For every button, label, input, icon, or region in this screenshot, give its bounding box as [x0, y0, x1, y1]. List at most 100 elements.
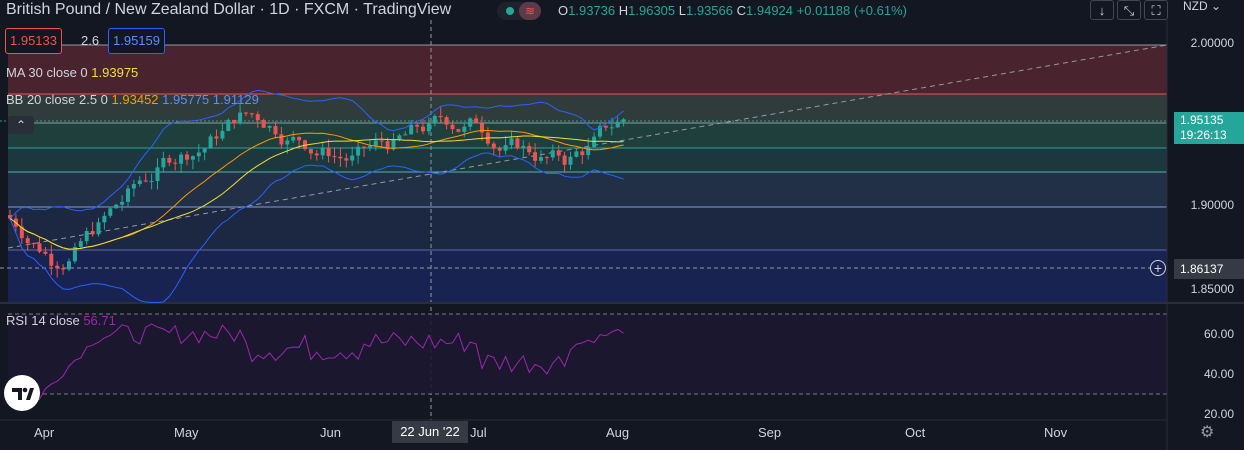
fullscreen-icon[interactable]: ⛶ [1144, 0, 1168, 20]
candle-body [391, 139, 396, 150]
chevron-up-icon[interactable]: ⌃ [8, 116, 34, 134]
candle-body [521, 145, 526, 149]
candle-body [238, 112, 243, 124]
symbol-title[interactable]: British Pound / New Zealand Dollar · 1D … [6, 1, 452, 18]
rsi-band [8, 314, 1167, 394]
tradingview-logo[interactable] [4, 375, 40, 411]
candle-body [120, 201, 125, 205]
bar-countdown: 19:26:13 [1180, 128, 1227, 142]
candle-body [273, 126, 278, 135]
candle-body [131, 184, 136, 189]
bb-lower-value: 1.91129 [212, 92, 259, 107]
candle-body [326, 148, 331, 157]
candle-body [137, 180, 142, 185]
candle-body [232, 119, 237, 124]
currency-selector[interactable]: NZD ⌄ [1183, 0, 1221, 13]
candle-body [480, 123, 484, 133]
candle-body [49, 253, 54, 266]
ma-legend[interactable]: MA 30 close 0 1.93975 [6, 65, 138, 80]
gear-icon[interactable]: ⚙ [1200, 424, 1215, 441]
market-status-toggle[interactable]: ≋ [497, 2, 541, 20]
rsi-value: 56.71 [83, 313, 116, 328]
candle-body [114, 204, 119, 209]
candle-body [403, 134, 408, 136]
candle-body [462, 126, 467, 132]
add-level-icon[interactable]: + [1150, 260, 1166, 276]
sell-button[interactable]: 1.95133 [5, 28, 62, 54]
candle-body [426, 122, 431, 132]
arrow-down-icon[interactable]: ↓ [1090, 0, 1114, 20]
candle-body [220, 130, 225, 139]
candle-body [338, 156, 343, 159]
candle-body [367, 145, 372, 148]
candle-body [373, 140, 378, 146]
auto-scale-icon[interactable]: ⤡ [1117, 0, 1141, 20]
candle-body [161, 157, 166, 168]
candle-body [314, 153, 319, 156]
rsi-legend[interactable]: RSI 14 close 56.71 [6, 313, 116, 328]
candle-body [421, 126, 425, 132]
time-axis-label: Aug [606, 425, 630, 440]
current-price-value: 1.95135 [1180, 113, 1224, 127]
candle-body [456, 129, 461, 132]
zone-red [8, 45, 1167, 94]
candle-body [149, 180, 154, 182]
bb-legend[interactable]: BB 20 close 2.5 0 1.93452 1.95775 1.9112… [6, 92, 259, 107]
candle-body [409, 124, 414, 135]
ma-line [9, 135, 624, 250]
candle-body [350, 155, 355, 161]
candle-body [31, 243, 36, 245]
market-open-icon [506, 7, 514, 15]
candle-body [415, 124, 420, 127]
candle-body [196, 152, 201, 157]
candle-body [515, 138, 520, 149]
trendline[interactable] [7, 44, 1168, 249]
candle-body [167, 157, 172, 163]
candle-body [143, 180, 148, 182]
candle-body [90, 231, 95, 235]
candle-body [208, 136, 213, 149]
time-axis-label: Apr [34, 425, 55, 440]
candle-body [497, 148, 502, 151]
time-axis-label: Nov [1044, 425, 1068, 440]
time-axis-label: Jul [470, 425, 487, 440]
candle-body [544, 157, 549, 159]
candle-body [556, 150, 561, 156]
cursor-price-label: 1.86137 [1174, 259, 1244, 279]
candle-body [61, 268, 66, 270]
candle-body [96, 222, 101, 235]
time-axis-label: May [174, 425, 199, 440]
candle-body [397, 135, 402, 140]
ohlc-readout: O1.93736 H1.96305 L1.93566 C1.94924 +0.0… [558, 3, 907, 18]
candle-body [55, 265, 60, 269]
zone-navy [8, 250, 1167, 302]
candle-body [474, 118, 479, 124]
candle-body [37, 243, 42, 252]
rsi-line [9, 323, 624, 403]
rsi-axis-label: 60.00 [1203, 327, 1234, 341]
candle-body [527, 145, 532, 153]
candle-body [308, 149, 313, 154]
candle-body [598, 125, 602, 137]
candle-body [468, 118, 473, 127]
time-axis-label: Jun [320, 425, 341, 440]
candle-body [179, 154, 184, 164]
candle-body [108, 208, 113, 216]
candle-body [72, 246, 77, 262]
candle-body [344, 158, 349, 161]
candle-body [249, 113, 254, 115]
ohlc-close: C1.94924 [736, 3, 794, 18]
candle-body [78, 241, 83, 247]
candle-body [67, 261, 71, 270]
candle-body [550, 150, 555, 158]
candle-body [509, 138, 514, 146]
ohlc-change: +0.01188 (+0.61%) [796, 3, 907, 18]
candle-body [285, 140, 290, 145]
buy-button[interactable]: 1.95159 [108, 28, 165, 54]
sign-icon: ≋ [519, 2, 541, 20]
candle-body [279, 134, 284, 145]
candle-body [574, 151, 579, 157]
bb-upper-value: 1.95775 [162, 92, 210, 107]
time-axis-label: Oct [905, 425, 926, 440]
